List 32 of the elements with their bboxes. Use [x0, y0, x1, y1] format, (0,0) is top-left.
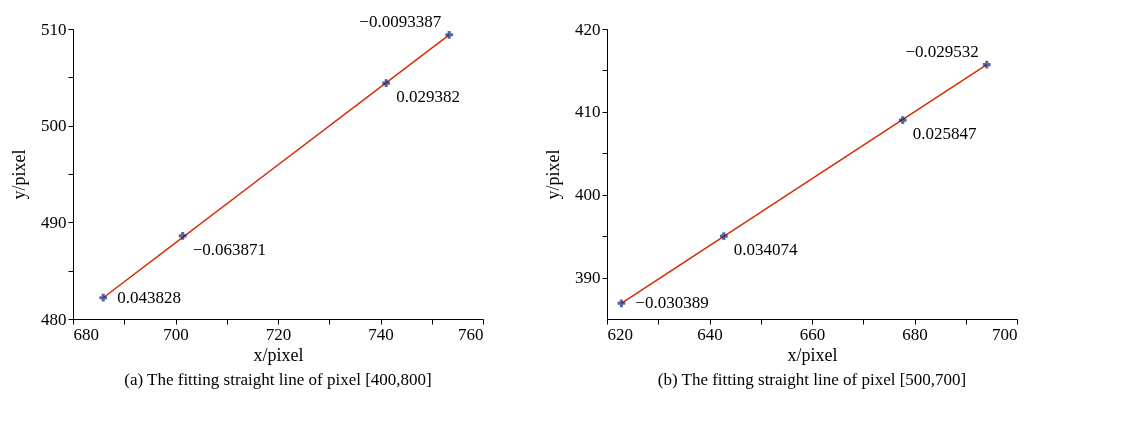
x-tick-label: 660	[799, 324, 826, 344]
annotation: −0.029532	[905, 41, 979, 61]
x-axis-title: x/pixel	[253, 344, 304, 365]
annotation: −0.030389	[635, 293, 709, 313]
annotation: −0.0093387	[359, 11, 442, 31]
y-tick-label: 400	[575, 185, 601, 205]
x-tick-label: 700	[163, 324, 189, 344]
y-tick-label: 490	[41, 212, 67, 232]
x-tick-label: 720	[265, 324, 292, 344]
y-tick-label: 390	[575, 268, 601, 288]
x-axis-title: x/pixel	[787, 344, 838, 365]
text: (b) The fitting straight line of pixel [500,700]	[657, 370, 967, 389]
x-tick-label: 760	[458, 324, 484, 344]
x-tick-label: 620	[607, 324, 633, 344]
x-tick-label: 740	[368, 324, 394, 344]
annotation: 0.043828	[117, 287, 181, 307]
x-tick-label: 700	[992, 324, 1018, 344]
annotation: 0.029382	[396, 87, 460, 107]
y-tick-label: 480	[41, 309, 67, 329]
y-tick-label: 510	[41, 19, 67, 39]
y-tick-label: 420	[575, 19, 601, 39]
y-axis-title: y/pixel	[9, 149, 29, 200]
y-axis-title: y/pixel	[543, 149, 563, 200]
x-tick-label: 680	[73, 324, 99, 344]
x-tick-label: 680	[902, 324, 928, 344]
y-tick-label: 410	[575, 102, 601, 122]
annotation: −0.063871	[192, 239, 267, 259]
annotation: 0.034074	[733, 240, 799, 260]
x-tick-label: 640	[697, 324, 723, 344]
annotation: 0.025847	[912, 124, 977, 144]
y-tick-label: 500	[41, 116, 67, 136]
text: (a) The fitting straight line of pixel [400,800]	[124, 370, 432, 389]
